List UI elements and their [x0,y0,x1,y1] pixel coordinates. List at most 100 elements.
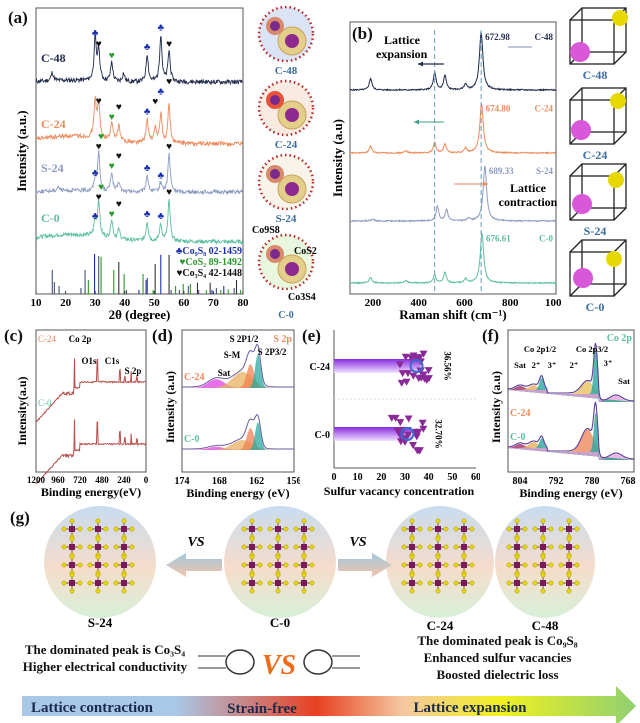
cluster-triangle [401,353,410,361]
x-tick-label: 780 [585,476,600,487]
cluster-triangle [396,419,405,427]
peak-label: Co 2p [69,334,92,344]
cluster-triangle [396,438,405,446]
xrd-marker: ♣ [144,107,151,118]
survey-series-C-0 [35,419,147,485]
cluster-triangle [419,350,428,358]
plot-frame [181,329,295,473]
sulfur-atom [417,526,423,532]
sulfur-atom [401,580,407,586]
cobalt-atom [275,526,281,532]
xrd-marker: ♥ [109,209,115,220]
sulfur-atom [548,580,554,586]
structure-label-C-0: C-0 [270,615,290,630]
structure-label-S-24: S-24 [88,615,113,630]
cube-edge [613,131,627,145]
x-tick-label: 50 [149,297,161,309]
cobalt-atom [301,562,307,568]
cobalt-atom [121,580,127,586]
sulfur-atom [275,588,281,594]
cobalt-atom [249,580,255,586]
xrd-marker: ♣ [92,28,99,39]
sulfur-atom [574,526,580,532]
sulfur-atom [87,580,93,586]
sulfur-atom [301,572,307,578]
sulfur-atom [540,536,546,542]
sulfur-atom [540,518,546,524]
cobalt-atom [514,526,520,532]
xrd-marker: ♥ [96,192,102,203]
x-tick-label: 10 [353,472,363,483]
sulfur-atom [469,562,475,568]
raman-series-C-24 [349,103,557,155]
sulfur-atom [267,580,273,586]
cobalt-atom [121,544,127,550]
cobalt-atom [409,526,415,532]
xrd-marker: ♣ [144,209,151,220]
yellow-atom [608,172,624,188]
sulfur-atom [540,554,546,560]
sulfur-atom [95,536,101,542]
sulfur-atom [129,544,135,550]
sulfur-atom [113,562,119,568]
label-s2p32: S 2P3/2 [258,347,287,357]
particle-small-core [270,95,280,105]
chart-f-co2p: C-24 C-0 Co 2p Sat 2⁺ 3⁺ Co 2p1/2 2⁺ Co 2p3/2 3⁺ S… [489,329,636,500]
sulfur-atom [461,554,467,560]
dotted-circle [257,153,315,211]
chart-b-raman: 672.98 C-48 674.80 C-24 689.33 S-24 676.61 C-0 L… [330,21,562,322]
x-tick-label: 720 [73,475,87,485]
sulfur-atom [283,526,289,532]
cube-front [569,19,615,65]
sulfur-atom [293,526,299,532]
bar-label-expansion: Lattice expansion [414,700,528,716]
panel-label-d: (d) [152,326,173,345]
x-tick-label: 40 [119,297,131,309]
sulfur-atom [257,526,263,532]
bar-C-0 [334,427,412,441]
sulfur-atom [309,544,315,550]
vs-label-left: VS [187,535,204,550]
sulfur-atom [249,536,255,542]
annotation-7: Sat [618,376,630,386]
xrd-series-S-24 [35,150,243,196]
xrd-marker: ♣ [158,170,165,181]
raman-series-S-24 [349,165,557,223]
sulfur-atom [409,536,415,542]
cluster-triangle [412,355,421,363]
particle-small-core [270,21,280,31]
sulfur-atom [77,544,83,550]
sulfur-atom [514,518,520,524]
cobalt-atom [301,580,307,586]
annotation-1: 2⁺ [532,360,541,370]
cobalt-atom [566,526,572,532]
sulfur-atom [558,580,564,586]
sulfur-atom [301,536,307,542]
bar-label-contraction: Lattice contraction [31,700,154,716]
phase-label-co9s8: Co9S8 [252,225,280,236]
sulfur-atom [427,562,433,568]
arrow-right [338,553,392,577]
sulfur-atom [301,518,307,524]
legend-entry-0: ♣Co₉S₈ 02-1459 [176,246,242,257]
sulfur-atom [558,526,564,532]
annotation-6: 3⁺ [604,358,613,368]
x-tick-label: 60 [471,472,480,483]
sulfur-atom [443,562,449,568]
cube-edge [569,163,583,177]
x-tick-label: 1000 [545,297,562,309]
sulfur-atom [87,526,93,532]
x-tick-label: 40 [424,472,434,483]
x-tick-label: 200 [365,297,382,309]
cobalt-atom [69,580,75,586]
arrowhead-s24 [483,181,488,187]
series-label-C-0: C-0 [38,398,52,408]
sulfur-atom [121,588,127,594]
sulfur-atom [103,526,109,532]
pink-atom [570,42,590,62]
sulfur-atom [241,526,247,532]
xrd-marker: ♣ [158,211,165,222]
y-axis-label: Intensity (a.u) [489,371,503,443]
cobalt-atom [409,562,415,568]
cube-back [581,163,627,209]
